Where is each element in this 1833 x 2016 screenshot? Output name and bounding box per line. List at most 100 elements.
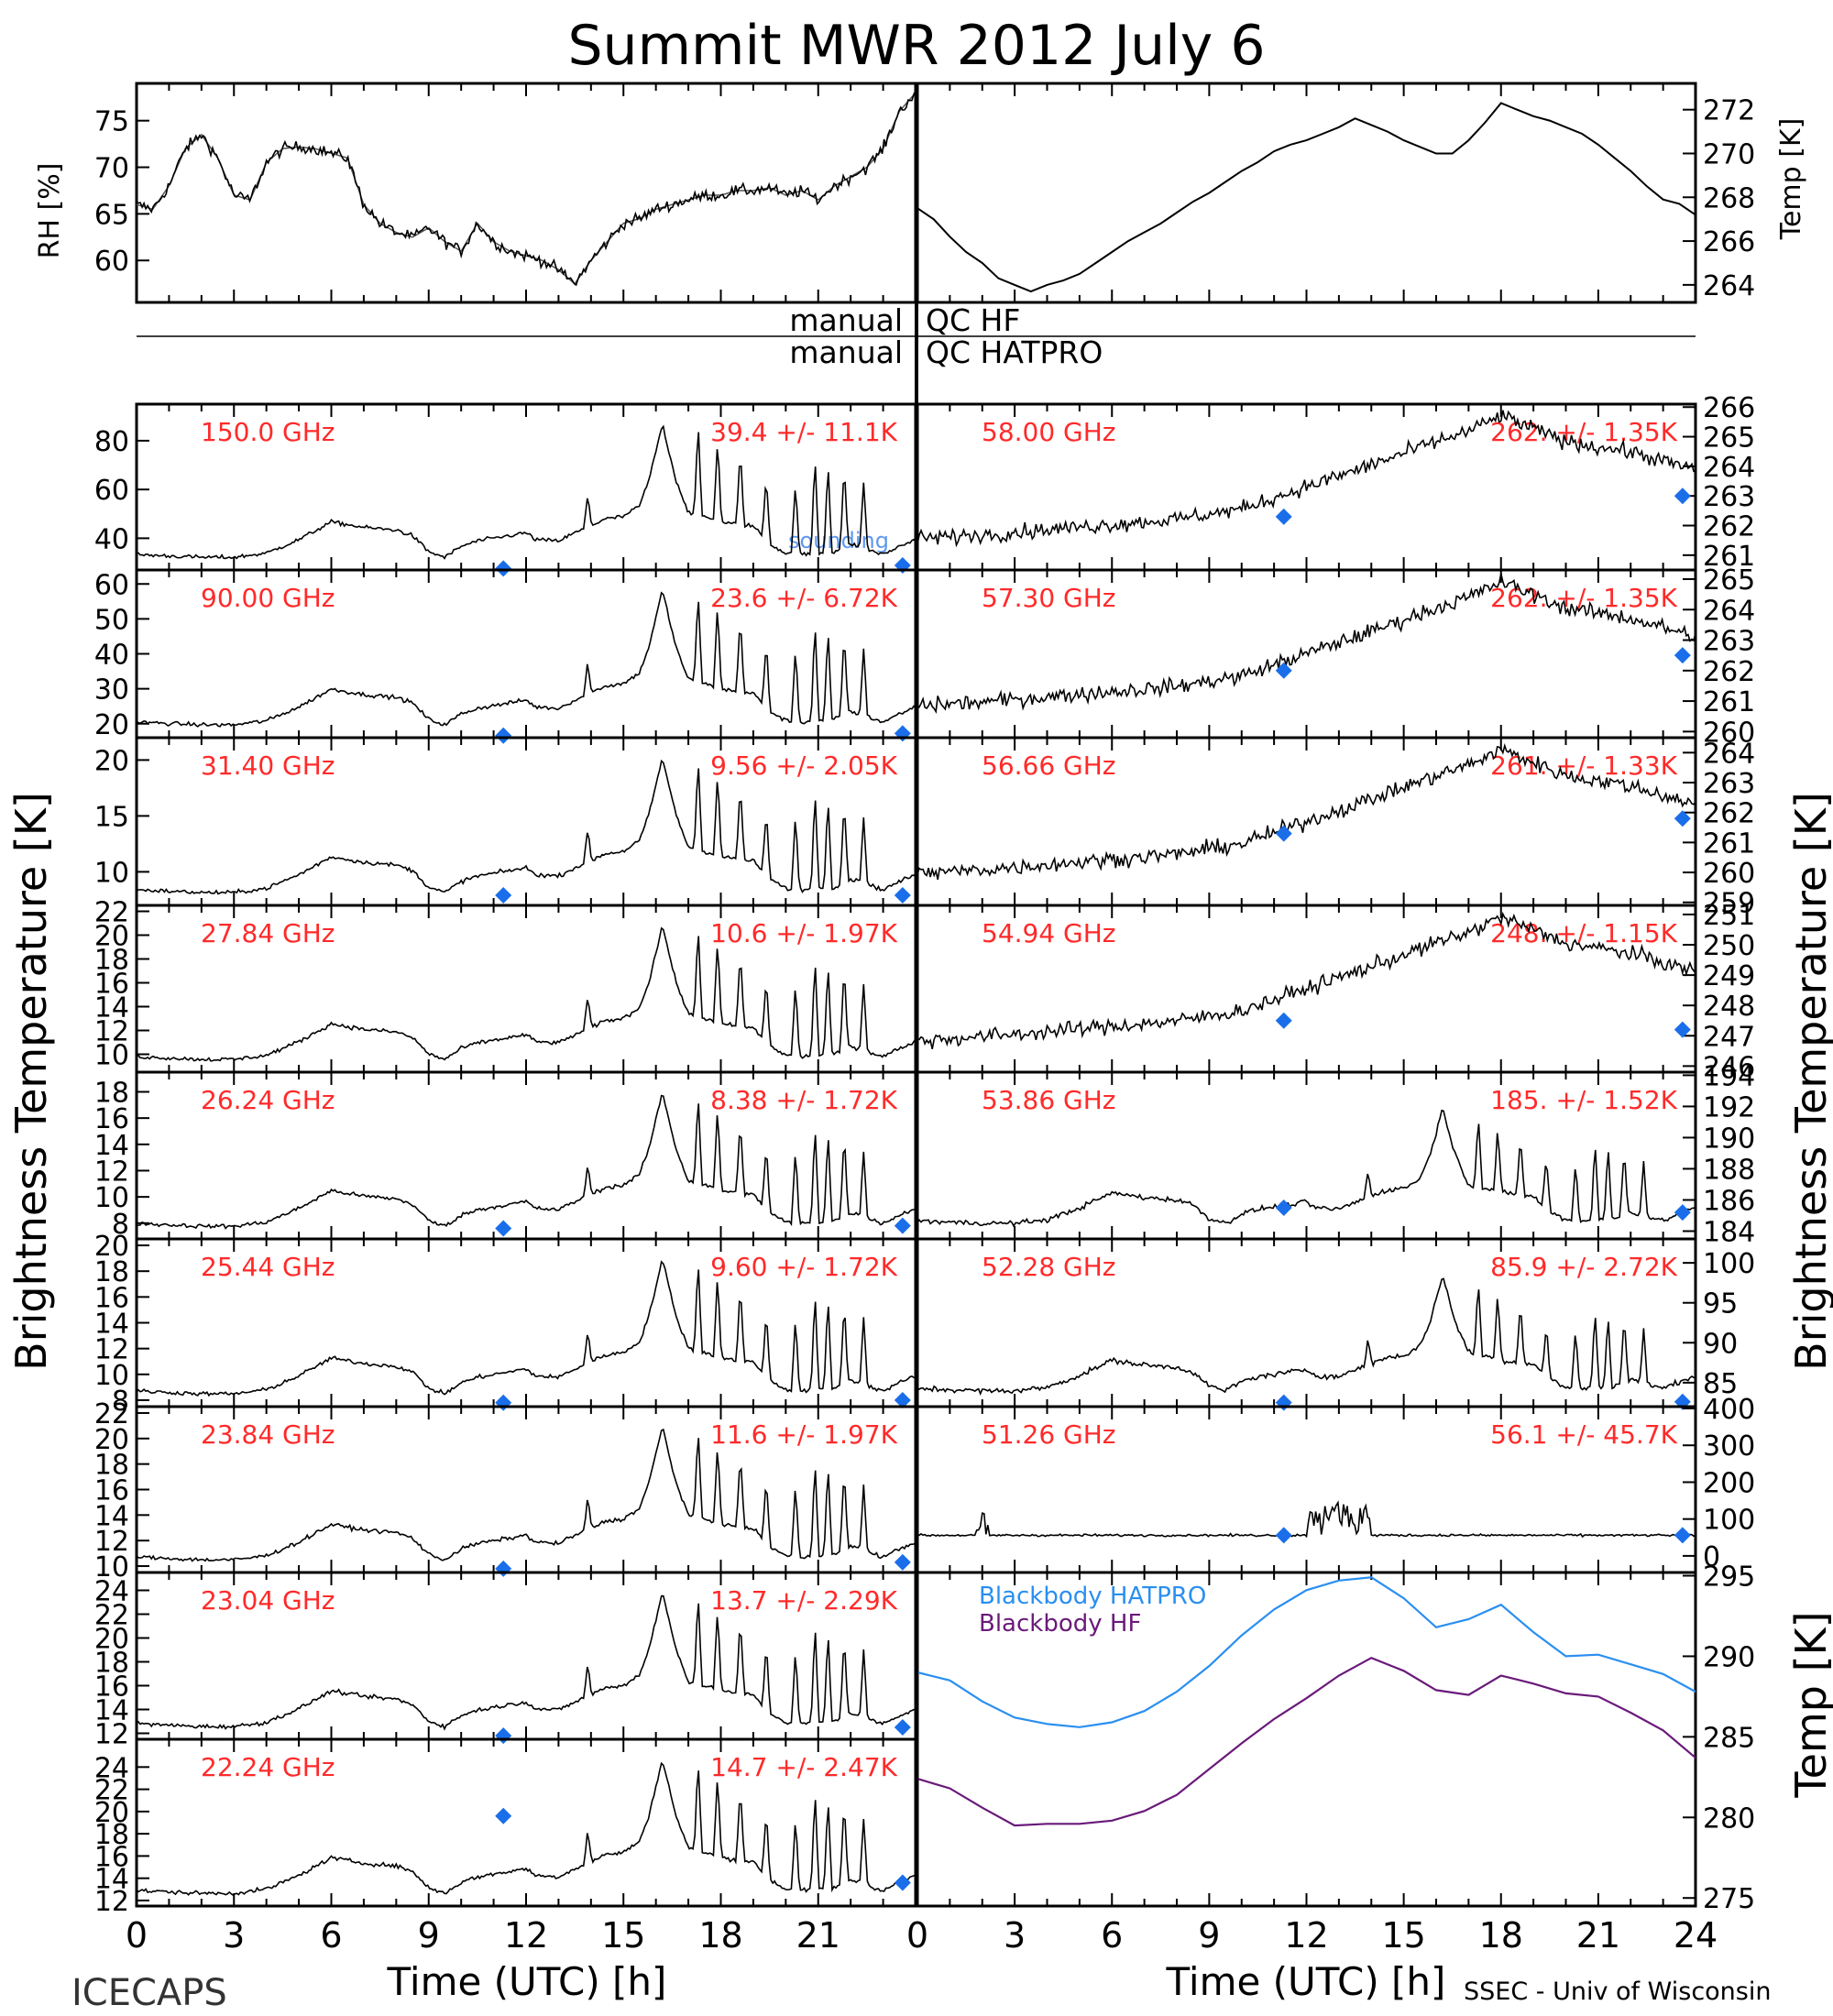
y-tick-label: 250 <box>1703 930 1755 962</box>
channel-trace <box>137 1094 916 1230</box>
channel-frequency-label: 54.94 GHz <box>982 918 1116 948</box>
channel-trace <box>136 424 916 560</box>
y-tick-label: 264 <box>1703 595 1755 627</box>
y-tick-label: 14 <box>94 1500 129 1532</box>
footer-right: SSEC - Univ of Wisconsin <box>1464 1978 1771 2006</box>
sounding-marker <box>894 1874 911 1891</box>
sounding-marker <box>495 1394 512 1411</box>
x-tick-label: 24 <box>1674 1915 1718 1956</box>
y-tick-label: 0 <box>1703 1541 1720 1573</box>
x-tick-label: 6 <box>320 1915 342 1956</box>
channel-stat-label: 14.7 +/- 2.47K <box>710 1752 897 1782</box>
y-tick-label: 186 <box>1703 1185 1755 1217</box>
y-tick-label: 14 <box>94 1695 129 1727</box>
y-tick-label: 24 <box>94 1576 129 1608</box>
y-tick-label: 12 <box>94 1156 129 1188</box>
y-tick-label: 60 <box>94 475 129 507</box>
channel-stat-label: 85.9 +/- 2.72K <box>1490 1252 1677 1282</box>
channel-trace <box>916 1109 1696 1228</box>
channel-stat-label: 9.60 +/- 1.72K <box>710 1252 897 1282</box>
sounding-marker <box>894 1391 911 1408</box>
sounding-marker <box>1275 825 1292 842</box>
sounding-marker <box>495 1560 512 1577</box>
channel-stat-label: 11.6 +/- 1.97K <box>710 1419 897 1450</box>
y-tick-label: 14 <box>94 1309 129 1341</box>
sounding-marker <box>1275 1527 1292 1544</box>
x-tick-label: 21 <box>1576 1915 1620 1956</box>
y-tick-label: 40 <box>94 523 129 555</box>
temp-axis-label: Temp [K] <box>1775 118 1807 241</box>
sounding-marker <box>1275 1394 1292 1411</box>
channel-frequency-label: 58.00 GHz <box>982 417 1116 447</box>
x-tick-label: 18 <box>1479 1915 1523 1956</box>
channel-stat-label: 261. +/- 1.33K <box>1490 751 1677 781</box>
y-tick-label: 264 <box>1703 452 1755 484</box>
channel-stat-label: 262. +/- 1.35K <box>1490 417 1677 447</box>
x-tick-label: 15 <box>601 1915 645 1956</box>
y-tick-label: 268 <box>1703 182 1755 214</box>
y-tick-label: 16 <box>94 1841 129 1873</box>
channel-trace <box>916 911 1696 1049</box>
y-tick-label: 10 <box>94 1182 129 1214</box>
channel-trace <box>136 1428 916 1562</box>
y-tick-label: 14 <box>94 1864 129 1896</box>
y-tick-label: 16 <box>94 1103 129 1135</box>
channel-trace <box>916 410 1696 548</box>
channel-stat-label: 39.4 +/- 11.1K <box>710 417 897 447</box>
y-tick-label: 260 <box>1703 717 1755 749</box>
y-tick-label: 261 <box>1703 827 1755 860</box>
bb-hatpro-series <box>916 1576 1696 1728</box>
sounding-marker <box>495 1727 512 1745</box>
y-tick-label: 285 <box>1703 1722 1755 1754</box>
y-tick-label: 280 <box>1703 1802 1755 1835</box>
y-tick-label: 12 <box>94 1016 129 1048</box>
y-tick-label: 40 <box>94 640 129 672</box>
y-tick-label: 90 <box>1703 1328 1738 1360</box>
legend-bb-hf: Blackbody HF <box>979 1610 1141 1638</box>
rh-axis-label: RH [%] <box>34 163 66 259</box>
channel-stat-label: 23.6 +/- 6.72K <box>710 583 897 613</box>
y-tick-label: 100 <box>1703 1248 1755 1280</box>
y-tick-label: 75 <box>94 106 129 138</box>
sounding-marker <box>1275 1199 1292 1216</box>
y-tick-label: 18 <box>94 1077 129 1109</box>
sounding-marker <box>1275 662 1292 679</box>
y-tick-label: 190 <box>1703 1123 1755 1155</box>
sounding-marker <box>495 1807 512 1824</box>
y-tick-label: 246 <box>1703 1051 1755 1083</box>
tb-axis-label-left: Brightness Temperature [K] <box>6 792 56 1371</box>
sounding-marker <box>495 727 512 744</box>
y-tick-label: 272 <box>1703 95 1755 127</box>
channel-frequency-label: 31.40 GHz <box>201 751 335 781</box>
y-tick-label: 259 <box>1703 888 1755 920</box>
y-tick-label: 14 <box>94 1130 129 1162</box>
channel-frequency-label: 51.26 GHz <box>982 1419 1116 1450</box>
channel-frequency-label: 53.86 GHz <box>982 1085 1116 1115</box>
y-tick-label: 22 <box>94 1600 129 1632</box>
x-tick-label: 9 <box>1198 1915 1220 1956</box>
x-tick-label: 12 <box>1284 1915 1328 1956</box>
sounding-marker <box>1674 810 1691 827</box>
y-tick-label: 266 <box>1703 226 1755 258</box>
x-tick-label: 21 <box>796 1915 840 1956</box>
y-tick-label: 270 <box>1703 138 1755 170</box>
channel-stat-label: 248. +/- 1.15K <box>1490 918 1677 948</box>
channel-frequency-label: 27.84 GHz <box>201 918 335 948</box>
y-tick-label: 290 <box>1703 1641 1755 1673</box>
y-tick-label: 20 <box>94 1624 129 1656</box>
y-tick-label: 16 <box>94 1671 129 1704</box>
sounding-marker <box>1275 508 1292 525</box>
y-tick-label: 194 <box>1703 1060 1755 1092</box>
channel-frequency-label: 26.24 GHz <box>201 1085 335 1115</box>
x-tick-label: 3 <box>223 1915 245 1956</box>
qc-hf-label-right: QC HF <box>926 302 1020 338</box>
y-tick-label: 263 <box>1703 481 1755 513</box>
y-tick-label: 265 <box>1703 564 1755 597</box>
y-tick-label: 10 <box>94 857 129 889</box>
y-tick-label: 18 <box>94 945 129 977</box>
y-tick-label: 15 <box>94 801 129 833</box>
channel-frequency-label: 23.04 GHz <box>201 1585 335 1616</box>
sounding-marker <box>495 1220 512 1237</box>
y-tick-label: 266 <box>1703 392 1755 424</box>
channel-trace <box>916 573 1696 714</box>
